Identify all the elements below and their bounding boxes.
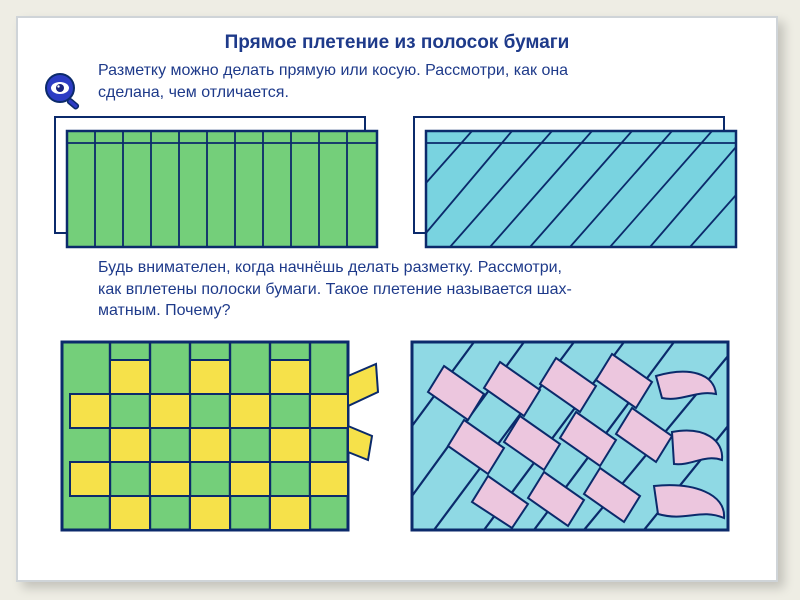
intro-line-2: сделана, чем отличается. [98,84,289,101]
intro-text: Разметку можно делать прямую или косую. … [18,54,776,103]
mid-line-1: Будь внимателен, когда начнёшь делать ра… [98,259,562,276]
diagram-straight-markup [53,113,383,253]
intro-line-1: Разметку можно делать прямую или косую. … [98,62,568,79]
diagram-diagonal-weave [404,336,744,536]
diagram-diagonal-markup [412,113,742,253]
mid-line-3: матным. Почему? [98,302,230,319]
magnifier-eye-icon [40,70,86,116]
diagram-straight-weave [50,336,380,536]
page: Прямое плетение из полосок бумаги Размет… [16,16,778,582]
page-title: Прямое плетение из полосок бумаги [18,18,776,54]
bottom-diagram-row [18,322,776,536]
mid-line-2: как вплетены полоски бумаги. Такое плете… [98,281,572,298]
stage: Прямое плетение из полосок бумаги Размет… [0,0,800,600]
middle-text: Будь внимателен, когда начнёшь делать ра… [18,253,776,322]
top-diagram-row [18,103,776,253]
